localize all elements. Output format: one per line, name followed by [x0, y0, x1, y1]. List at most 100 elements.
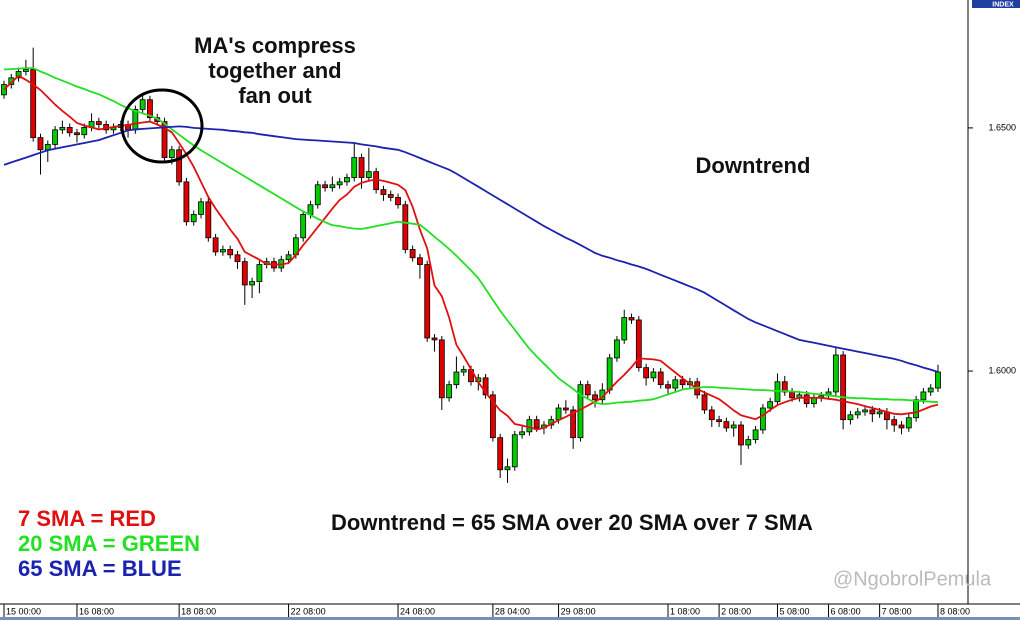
candle-body — [643, 367, 650, 379]
candle-body — [176, 149, 183, 183]
annotation: Downtrend = 65 SMA over 20 SMA over 7 SM… — [331, 510, 813, 535]
annotation: Downtrend — [696, 153, 811, 178]
candle-body — [161, 121, 168, 158]
candle-body — [781, 381, 788, 393]
candle-body — [344, 177, 350, 183]
candle-body — [657, 371, 664, 386]
candle-body — [15, 71, 22, 79]
candle-body — [168, 149, 175, 158]
candle-body — [723, 421, 730, 429]
candle-body — [920, 391, 927, 401]
candle-body — [95, 121, 102, 125]
candle-body — [489, 394, 496, 439]
candle-body — [460, 369, 467, 373]
candle-body — [869, 409, 876, 415]
index-label: INDEX — [992, 1, 1014, 8]
candle-body — [431, 337, 438, 341]
candle-body — [555, 407, 562, 421]
candle-body — [891, 419, 898, 426]
candle-body — [37, 137, 44, 151]
annotation: together and — [208, 58, 341, 83]
candle-body — [249, 281, 255, 286]
candle-body — [44, 144, 51, 151]
candle-body — [190, 214, 197, 223]
candle-body — [424, 264, 431, 339]
ma-line — [3, 74, 939, 431]
candle-body — [905, 417, 912, 429]
annotation: fan out — [238, 83, 312, 108]
x-tick-label: 29 08:00 — [561, 606, 596, 616]
candle-body — [139, 99, 146, 110]
candle-body — [935, 371, 941, 389]
candle-body — [803, 394, 810, 405]
candle-body — [66, 127, 73, 134]
candle-body — [526, 419, 533, 433]
x-tick-label: 18 08:00 — [181, 606, 216, 616]
candle-body — [227, 249, 234, 256]
candle-body — [584, 384, 591, 396]
candle-body — [592, 394, 598, 401]
candle-body — [241, 261, 248, 286]
candle-body — [847, 414, 854, 421]
x-tick-label: 22 08:00 — [291, 606, 326, 616]
bottom-strip — [0, 617, 1020, 620]
x-tick-label: 1 08:00 — [670, 606, 700, 616]
legend-label: 65 SMA = BLUE — [18, 556, 182, 581]
candle-body — [336, 181, 343, 186]
x-tick-label: 6 08:00 — [831, 606, 861, 616]
candle-body — [52, 129, 58, 145]
candle-body — [387, 194, 394, 198]
candle-body — [679, 379, 686, 386]
candle-body — [74, 132, 80, 136]
candle-body — [205, 201, 212, 239]
candle-body — [497, 437, 504, 471]
plot-area — [1, 47, 941, 483]
candle-body — [183, 181, 190, 223]
candle-body — [395, 197, 401, 206]
candle-body — [351, 157, 358, 178]
legend-label: 7 SMA = RED — [18, 506, 156, 531]
candle-body — [789, 391, 795, 399]
x-tick-label: 7 08:00 — [882, 606, 912, 616]
candle-body — [30, 69, 37, 139]
x-tick-label: 16 08:00 — [79, 606, 114, 616]
candle-body — [621, 317, 628, 341]
x-tick-label: 24 08:00 — [400, 606, 435, 616]
candle-body — [511, 434, 518, 468]
candle-body — [519, 431, 525, 436]
candle-body — [759, 407, 766, 431]
candle-body — [417, 257, 423, 265]
candle-body — [913, 399, 920, 419]
candle-body — [132, 109, 139, 131]
candle-body — [716, 419, 722, 423]
candle-body — [22, 69, 29, 72]
candle-body — [198, 201, 204, 215]
candle-body — [752, 429, 759, 441]
candle-body — [701, 394, 708, 411]
ma-line — [3, 125, 939, 373]
annotation: MA's compress — [194, 33, 356, 58]
watermark: @NgobrolPemula — [833, 568, 992, 590]
candle-body — [285, 254, 292, 261]
candle-body — [854, 411, 861, 416]
candle-body — [220, 249, 226, 253]
candle-body — [365, 171, 372, 178]
candle-body — [504, 466, 511, 471]
candle-body — [606, 357, 613, 391]
candle-body — [730, 424, 737, 429]
candle-body — [147, 99, 153, 119]
candle-body — [672, 379, 679, 389]
x-tick-label: 8 08:00 — [940, 606, 970, 616]
x-tick-label: 28 04:00 — [495, 606, 530, 616]
candle-body — [562, 407, 569, 411]
candle-body — [665, 384, 671, 389]
candle-body — [832, 354, 839, 393]
candle-body — [212, 237, 219, 253]
candle-body — [745, 439, 752, 446]
candle-body — [650, 371, 657, 379]
candle-body — [329, 184, 336, 189]
ma-line — [3, 67, 939, 406]
candle-body — [708, 409, 715, 421]
